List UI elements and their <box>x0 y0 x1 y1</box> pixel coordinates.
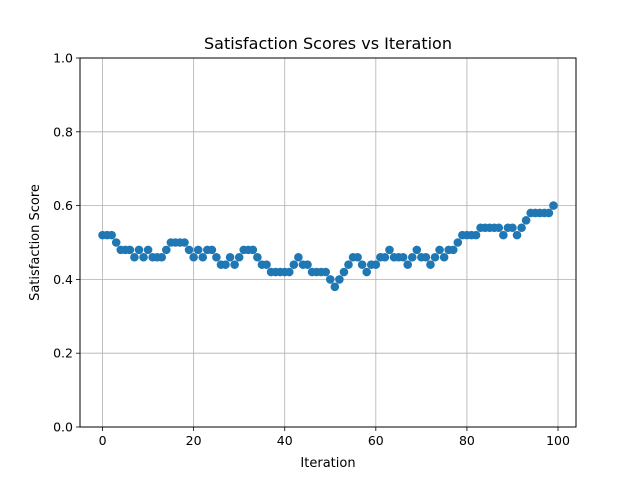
x-tick-label: 100 <box>546 433 570 448</box>
data-point <box>421 252 431 262</box>
x-tick-label: 80 <box>459 433 475 448</box>
data-point <box>517 223 526 233</box>
data-point <box>412 245 422 255</box>
data-point <box>357 260 367 269</box>
x-tick-label: 40 <box>277 433 293 448</box>
data-point <box>225 252 235 262</box>
data-point <box>284 267 294 277</box>
data-points <box>98 201 558 292</box>
data-point <box>262 260 271 269</box>
data-point <box>221 260 230 269</box>
data-point <box>330 282 340 292</box>
data-point <box>189 252 198 262</box>
data-point <box>439 252 449 262</box>
plot-area-frame <box>79 57 577 428</box>
y-axis-label: Satisfaction Score <box>28 184 43 301</box>
data-point <box>508 223 517 233</box>
data-point <box>107 230 116 240</box>
data-point <box>321 267 331 277</box>
data-point <box>289 260 299 269</box>
data-point <box>344 260 353 269</box>
data-point <box>198 252 208 262</box>
y-tick-label: 1.0 <box>53 51 73 66</box>
x-axis-ticks: 0 20 40 60 80 100 <box>99 427 570 448</box>
data-point <box>234 252 244 262</box>
data-point <box>353 252 362 262</box>
data-point <box>407 252 417 262</box>
data-point <box>193 245 203 255</box>
data-point <box>549 201 558 210</box>
data-point <box>325 275 335 284</box>
data-point <box>512 230 522 240</box>
data-point <box>139 252 148 262</box>
y-tick-label: 0.0 <box>53 420 73 435</box>
data-point <box>362 267 372 277</box>
data-point <box>180 238 189 247</box>
data-point <box>130 252 139 262</box>
data-point <box>125 245 135 255</box>
data-point <box>403 260 413 269</box>
data-point <box>426 260 435 269</box>
data-point <box>335 275 344 284</box>
data-point <box>157 252 167 262</box>
chart-title: Satisfaction Scores vs Iteration <box>204 34 452 53</box>
data-point <box>544 208 554 218</box>
data-point <box>253 252 262 262</box>
data-point <box>111 238 121 247</box>
data-point <box>207 245 217 255</box>
data-point <box>184 245 194 255</box>
data-point <box>294 252 303 262</box>
data-point <box>398 252 408 262</box>
data-point <box>371 260 381 269</box>
y-tick-label: 0.4 <box>53 272 73 287</box>
data-point <box>212 252 221 262</box>
data-point <box>303 260 312 269</box>
y-tick-label: 0.2 <box>53 346 73 361</box>
data-point <box>521 216 531 225</box>
x-axis-label: Iteration <box>300 456 355 471</box>
x-tick-label: 60 <box>368 433 384 448</box>
data-point <box>143 245 153 255</box>
data-point <box>453 238 463 247</box>
data-point <box>134 245 144 255</box>
data-point <box>430 252 440 262</box>
data-point <box>248 245 258 255</box>
y-tick-label: 0.8 <box>53 124 73 139</box>
data-point <box>162 245 171 255</box>
data-point <box>230 260 239 269</box>
data-point <box>499 230 508 240</box>
data-point <box>494 223 504 233</box>
data-point <box>385 245 394 255</box>
data-point <box>471 230 481 240</box>
data-point <box>339 267 349 277</box>
data-point <box>380 252 390 262</box>
y-tick-label: 0.6 <box>53 198 73 213</box>
y-axis-ticks: 0.0 0.2 0.4 0.6 0.8 1.0 <box>53 51 80 435</box>
x-tick-label: 0 <box>99 433 107 448</box>
data-point <box>448 245 458 255</box>
data-point <box>435 245 444 255</box>
x-tick-label: 20 <box>186 433 202 448</box>
